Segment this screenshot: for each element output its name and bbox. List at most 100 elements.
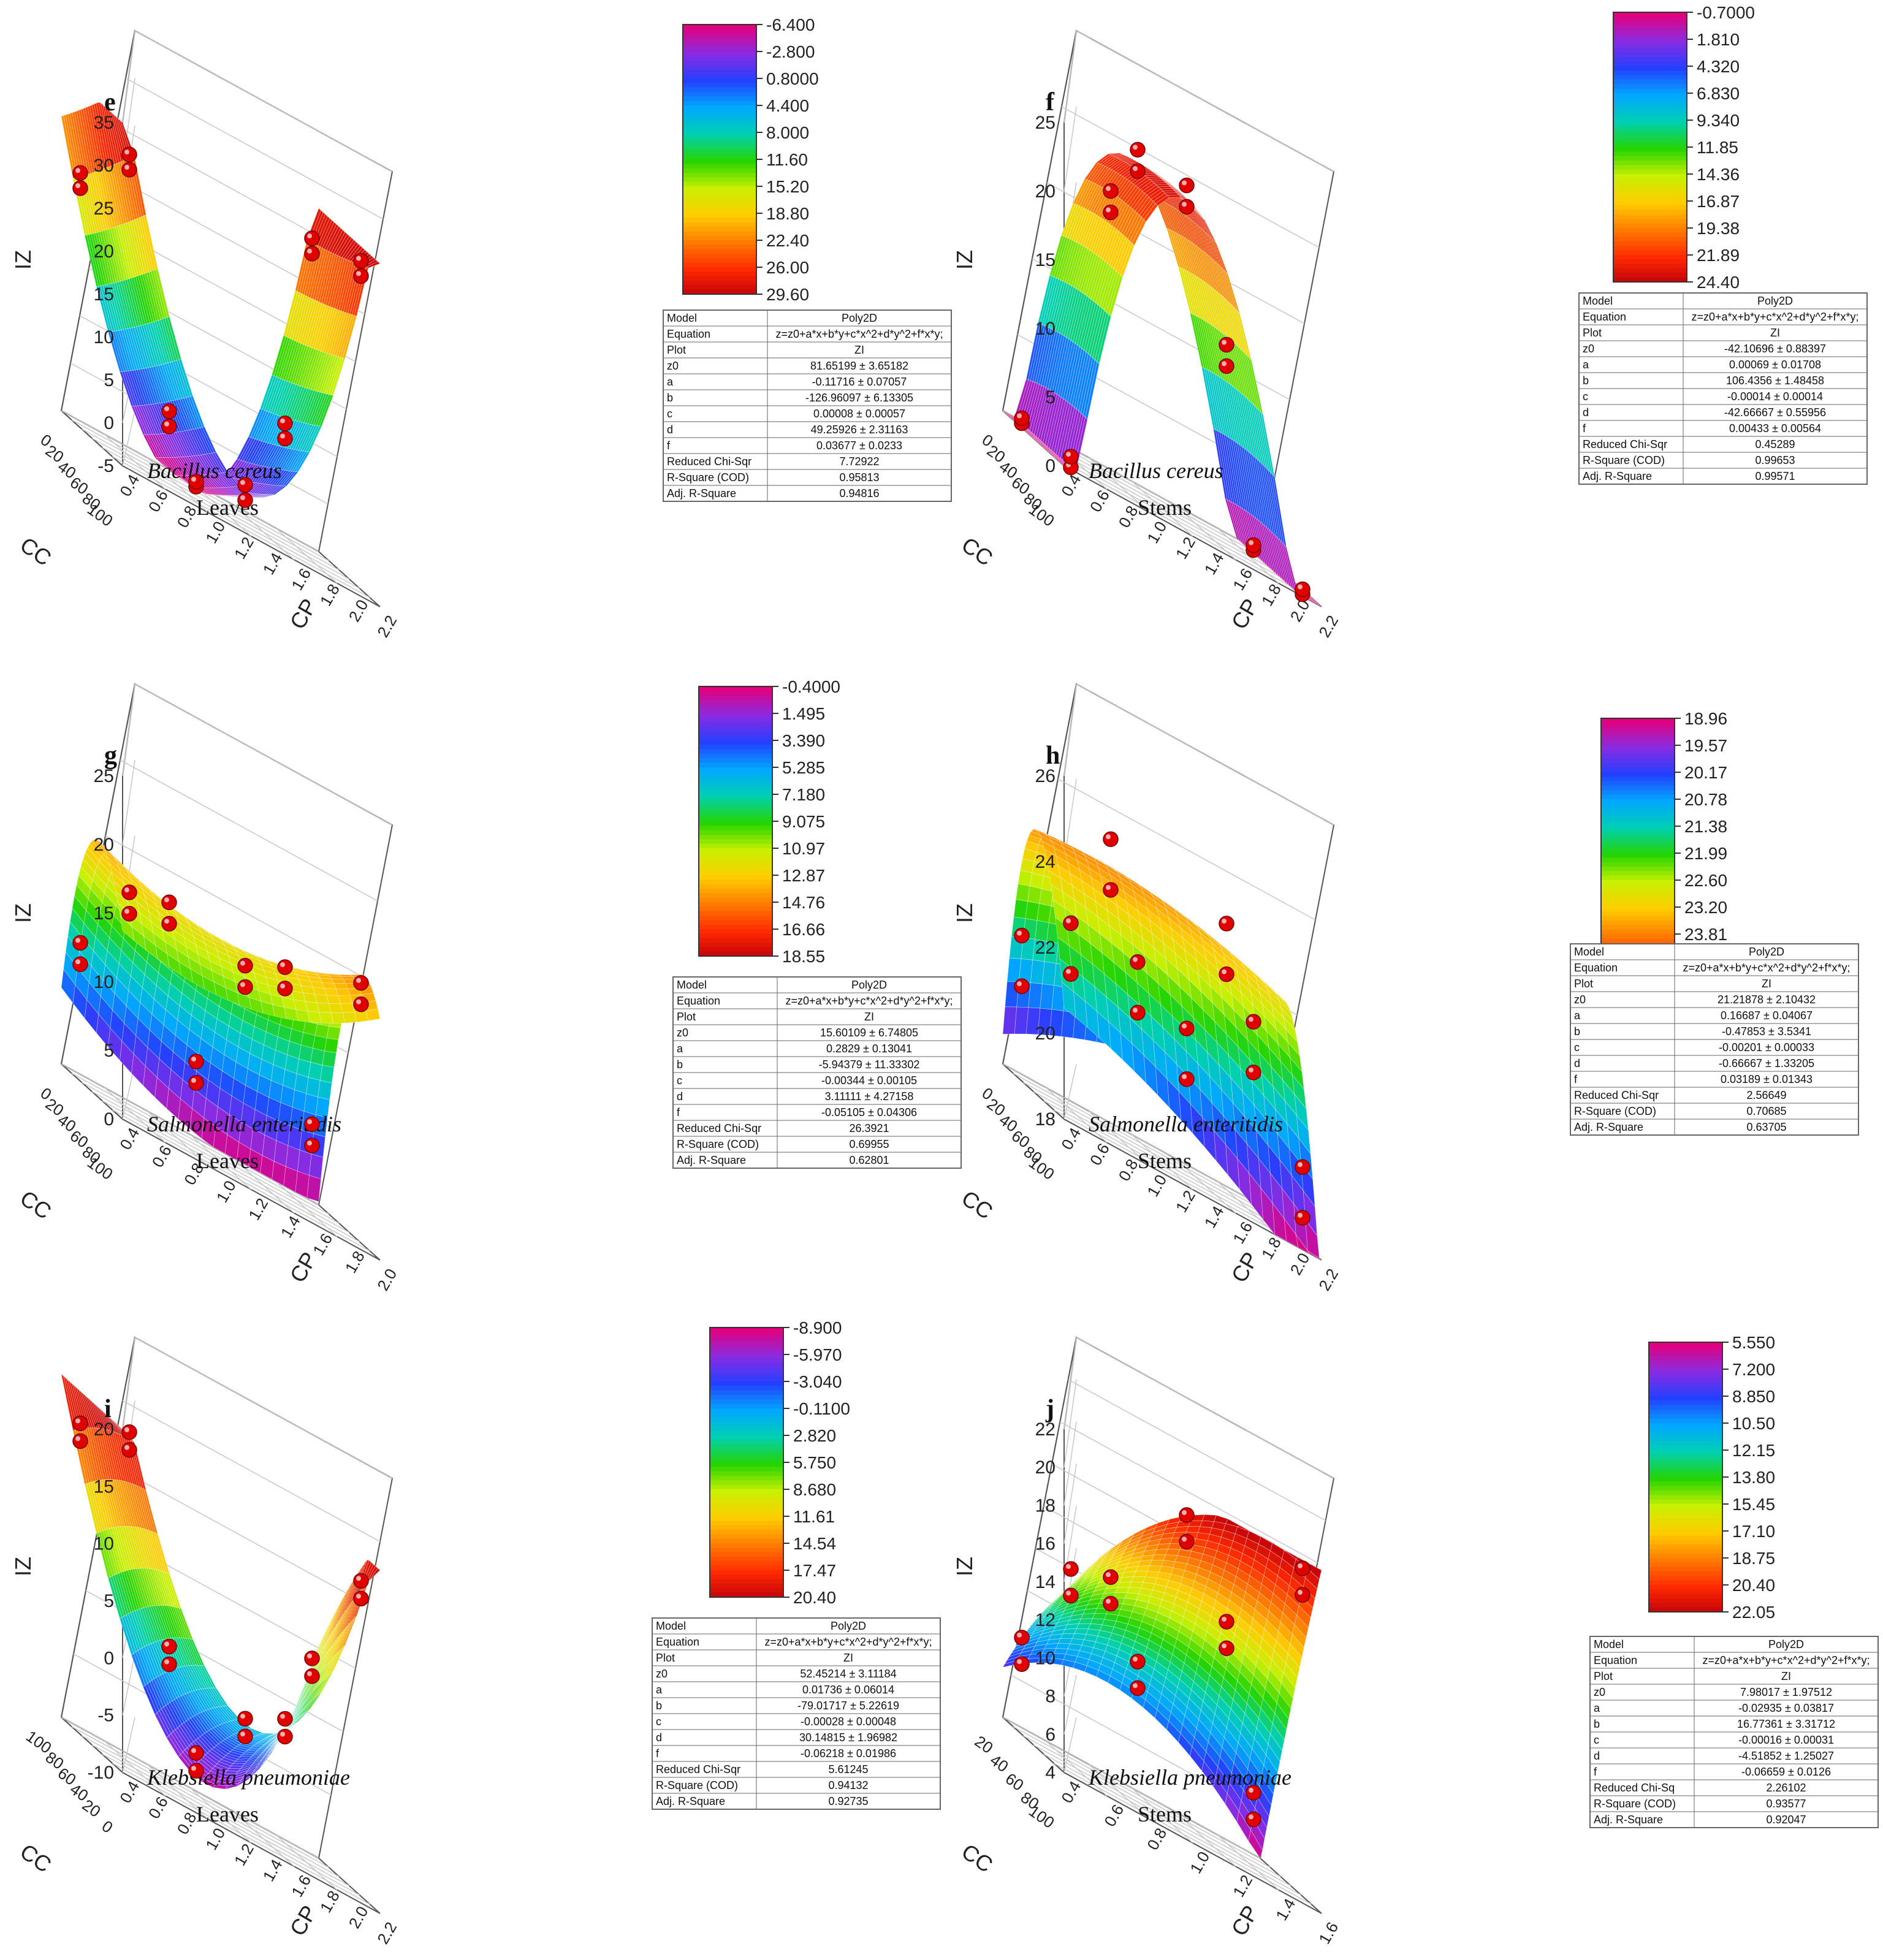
colorbar-segment xyxy=(1649,1427,1722,1433)
table-value: 0.00008 ± 0.00057 xyxy=(813,408,905,420)
wall-grid-line xyxy=(122,683,135,777)
z-axis-label: IZ xyxy=(10,250,36,270)
colorbar-segment xyxy=(699,911,772,916)
data-point xyxy=(161,418,177,435)
data-point xyxy=(161,403,177,419)
panel-letter: j xyxy=(1045,1395,1054,1423)
colorbar-segment xyxy=(683,208,756,214)
colorbar-segment xyxy=(699,799,772,804)
colorbar-segment xyxy=(710,1588,783,1593)
colorbar-segment xyxy=(1613,34,1687,40)
colorbar-segment xyxy=(710,1341,783,1347)
surface-patch xyxy=(335,989,351,996)
colorbar-segment xyxy=(683,164,756,169)
data-point-highlight xyxy=(1182,180,1187,186)
colorbar-segment xyxy=(1613,142,1687,148)
surface-patch xyxy=(1025,901,1040,921)
plant-part-label: Leaves xyxy=(196,1802,259,1826)
surface-patch xyxy=(1028,982,1043,1009)
colorbar-segment xyxy=(683,231,756,237)
surface-patch xyxy=(1018,870,1033,887)
colorbar-segment xyxy=(699,713,772,719)
colorbar-label: 20.40 xyxy=(1732,1576,1775,1595)
colorbar-label: 11.60 xyxy=(766,150,808,169)
colorbar-segment xyxy=(1649,1369,1722,1375)
data-point xyxy=(121,1442,137,1458)
colorbar-label: 17.47 xyxy=(793,1561,836,1580)
surface-patch xyxy=(1030,959,1045,984)
colorbar-label: 11.85 xyxy=(1697,138,1738,157)
table-key: c xyxy=(1594,1734,1599,1746)
colorbar-segment xyxy=(699,762,772,768)
z-tick-label: 6 xyxy=(1045,1725,1056,1745)
colorbar-segment xyxy=(1601,754,1675,759)
table-value: -42.66667 ± 0.55956 xyxy=(1724,406,1826,419)
wall-grid-line xyxy=(122,1400,381,1542)
data-point xyxy=(1063,449,1079,465)
colorbar-segment xyxy=(699,943,772,948)
colorbar-segment xyxy=(699,830,772,835)
z-tick-label: 25 xyxy=(94,199,114,219)
colorbar-segment xyxy=(1601,916,1675,921)
table-value: z=z0+a*x+b*y+c*x^2+d*y^2+f*x*y; xyxy=(1702,1654,1870,1666)
data-point xyxy=(1179,177,1195,194)
colorbar-segment xyxy=(683,101,756,106)
colorbar-segment xyxy=(1613,53,1687,58)
table-value: 0.92047 xyxy=(1766,1814,1806,1826)
z-tick-label: 0 xyxy=(104,1648,114,1668)
colorbar-segment xyxy=(1649,1522,1722,1527)
z-tick-label: 0 xyxy=(1045,456,1056,476)
table-value: 0.16687 ± 0.04067 xyxy=(1721,1009,1813,1022)
data-point-highlight xyxy=(280,418,285,424)
panel-e: 35302520151050-5IZ020406080100CC0.40.60.… xyxy=(10,15,952,640)
table-value: -0.06218 ± 0.01986 xyxy=(801,1747,896,1760)
surface-patch xyxy=(340,1003,355,1013)
side-wall xyxy=(1002,1337,1077,1774)
colorbar-segment xyxy=(683,132,756,138)
data-point xyxy=(237,1728,253,1744)
colorbar-segment xyxy=(1601,826,1675,832)
table-value: 30.14815 ± 1.96982 xyxy=(799,1731,897,1744)
colorbar-segment xyxy=(1613,138,1687,143)
colorbar-segment xyxy=(710,1368,783,1373)
table-key: Plot xyxy=(677,1011,696,1023)
table-key: c xyxy=(1583,390,1588,403)
surface xyxy=(1002,829,1322,1261)
table-key: Plot xyxy=(1574,978,1593,990)
data-point xyxy=(1063,915,1079,932)
colorbar-segment xyxy=(683,218,756,223)
colorbar-segment xyxy=(1601,862,1675,867)
data-point-highlight xyxy=(1066,918,1071,924)
colorbar-segment xyxy=(1613,255,1687,260)
table-value: 0.99571 xyxy=(1755,470,1795,482)
data-point-highlight xyxy=(1182,1510,1187,1516)
colorbar-segment xyxy=(1601,921,1675,926)
table-key: Equation xyxy=(656,1636,699,1648)
colorbar-segment xyxy=(1649,1414,1722,1419)
colorbar-segment xyxy=(710,1332,783,1337)
table-key: Reduced Chi-Sqr xyxy=(667,455,751,468)
table-value: 49.25926 ± 2.31163 xyxy=(811,424,908,436)
z-axis-label: IZ xyxy=(952,903,977,923)
table-value: -0.00201 ± 0.00033 xyxy=(1719,1041,1814,1054)
organism-label: Bacillus cereus xyxy=(147,458,282,483)
surface-patch xyxy=(1054,1647,1068,1655)
colorbar-segment xyxy=(1649,1576,1722,1581)
colorbar-segment xyxy=(683,227,756,232)
table-key: z0 xyxy=(1594,1686,1605,1698)
colorbar-segment xyxy=(710,1525,783,1530)
data-point xyxy=(237,492,253,508)
data-point-highlight xyxy=(1017,1659,1022,1665)
table-value: 0.63705 xyxy=(1746,1121,1786,1133)
surface-patch xyxy=(297,1149,312,1176)
colorbar-segment xyxy=(1613,70,1687,76)
colorbar-segment xyxy=(683,289,756,295)
colorbar-segment xyxy=(1601,857,1675,863)
colorbar: 5.5507.2008.85010.5012.1513.8015.4517.10… xyxy=(1648,1333,1775,1622)
data-point-highlight xyxy=(356,1576,361,1581)
colorbar-segment xyxy=(1613,12,1687,18)
data-point-highlight xyxy=(1249,1814,1253,1820)
table-value: 0.94816 xyxy=(839,487,879,499)
colorbar-label: 10.97 xyxy=(782,839,825,858)
